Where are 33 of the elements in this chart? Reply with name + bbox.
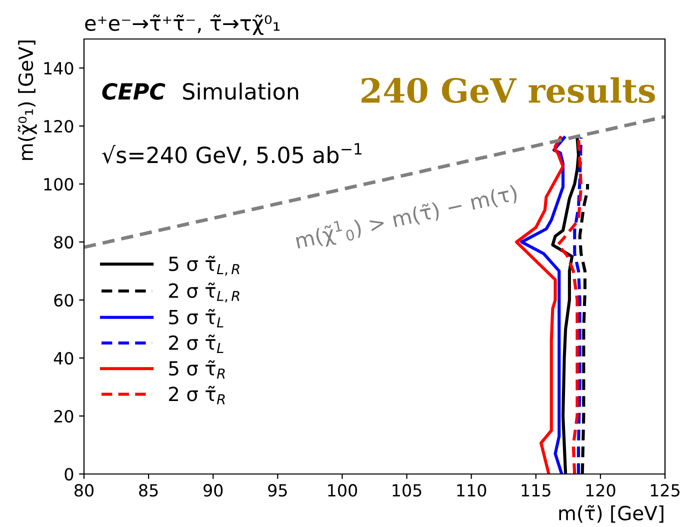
legend-label: 2 σ τ̃$_{L}$ bbox=[169, 334, 224, 353]
legend-label: 5 σ τ̃$_{R}$ bbox=[169, 360, 225, 379]
legend-label: 5 σ τ̃$_{L,R}$ bbox=[169, 256, 240, 276]
x-tick-label: 120 bbox=[586, 484, 616, 497]
y-tick-label: 100 bbox=[44, 178, 74, 191]
x-tick-label: 85 bbox=[139, 484, 158, 497]
legend-label: 5 σ τ̃$_{L}$ bbox=[169, 309, 224, 328]
y-tick-label: 140 bbox=[44, 62, 74, 75]
annotation: CEPC bbox=[102, 83, 166, 100]
chart-title: e⁺e⁻→τ̃⁺τ̃⁻, τ̃→τχ̃⁰₁ bbox=[85, 14, 280, 36]
x-tick-label: 90 bbox=[204, 484, 223, 497]
y-tick-label: 60 bbox=[54, 294, 74, 307]
line-series bbox=[573, 136, 583, 474]
annotation: 240 GeV results bbox=[362, 77, 655, 104]
x-tick-label: 100 bbox=[328, 484, 358, 497]
y-axis-title: m(χ̃⁰₁) [GeV] bbox=[18, 40, 37, 160]
y-tick-label: 20 bbox=[54, 410, 74, 423]
x-axis-title: m(τ̃) [GeV] bbox=[559, 505, 664, 523]
x-tick-label: 80 bbox=[74, 484, 94, 497]
annotation: m(χ̃$^{1}$$_{0}$) > m(τ̃) − m(τ) bbox=[294, 182, 519, 253]
y-tick-label: 0 bbox=[64, 468, 74, 481]
annotation: √s=240 GeV, 5.05 ab$^{−1}$ bbox=[102, 143, 362, 166]
legend-label: 2 σ τ̃$_{L,R}$ bbox=[169, 282, 240, 302]
x-tick-label: 110 bbox=[457, 484, 486, 497]
x-tick-label: 95 bbox=[268, 484, 287, 497]
y-tick-label: 80 bbox=[54, 236, 74, 249]
x-tick-label: 115 bbox=[522, 484, 550, 497]
x-tick-label: 105 bbox=[392, 484, 422, 497]
x-tick-label: 125 bbox=[650, 484, 680, 497]
y-tick-label: 120 bbox=[44, 120, 74, 133]
y-tick-label: 40 bbox=[54, 352, 74, 365]
legend-label: 2 σ τ̃$_{R}$ bbox=[169, 386, 225, 404]
annotation: Simulation bbox=[183, 82, 298, 100]
